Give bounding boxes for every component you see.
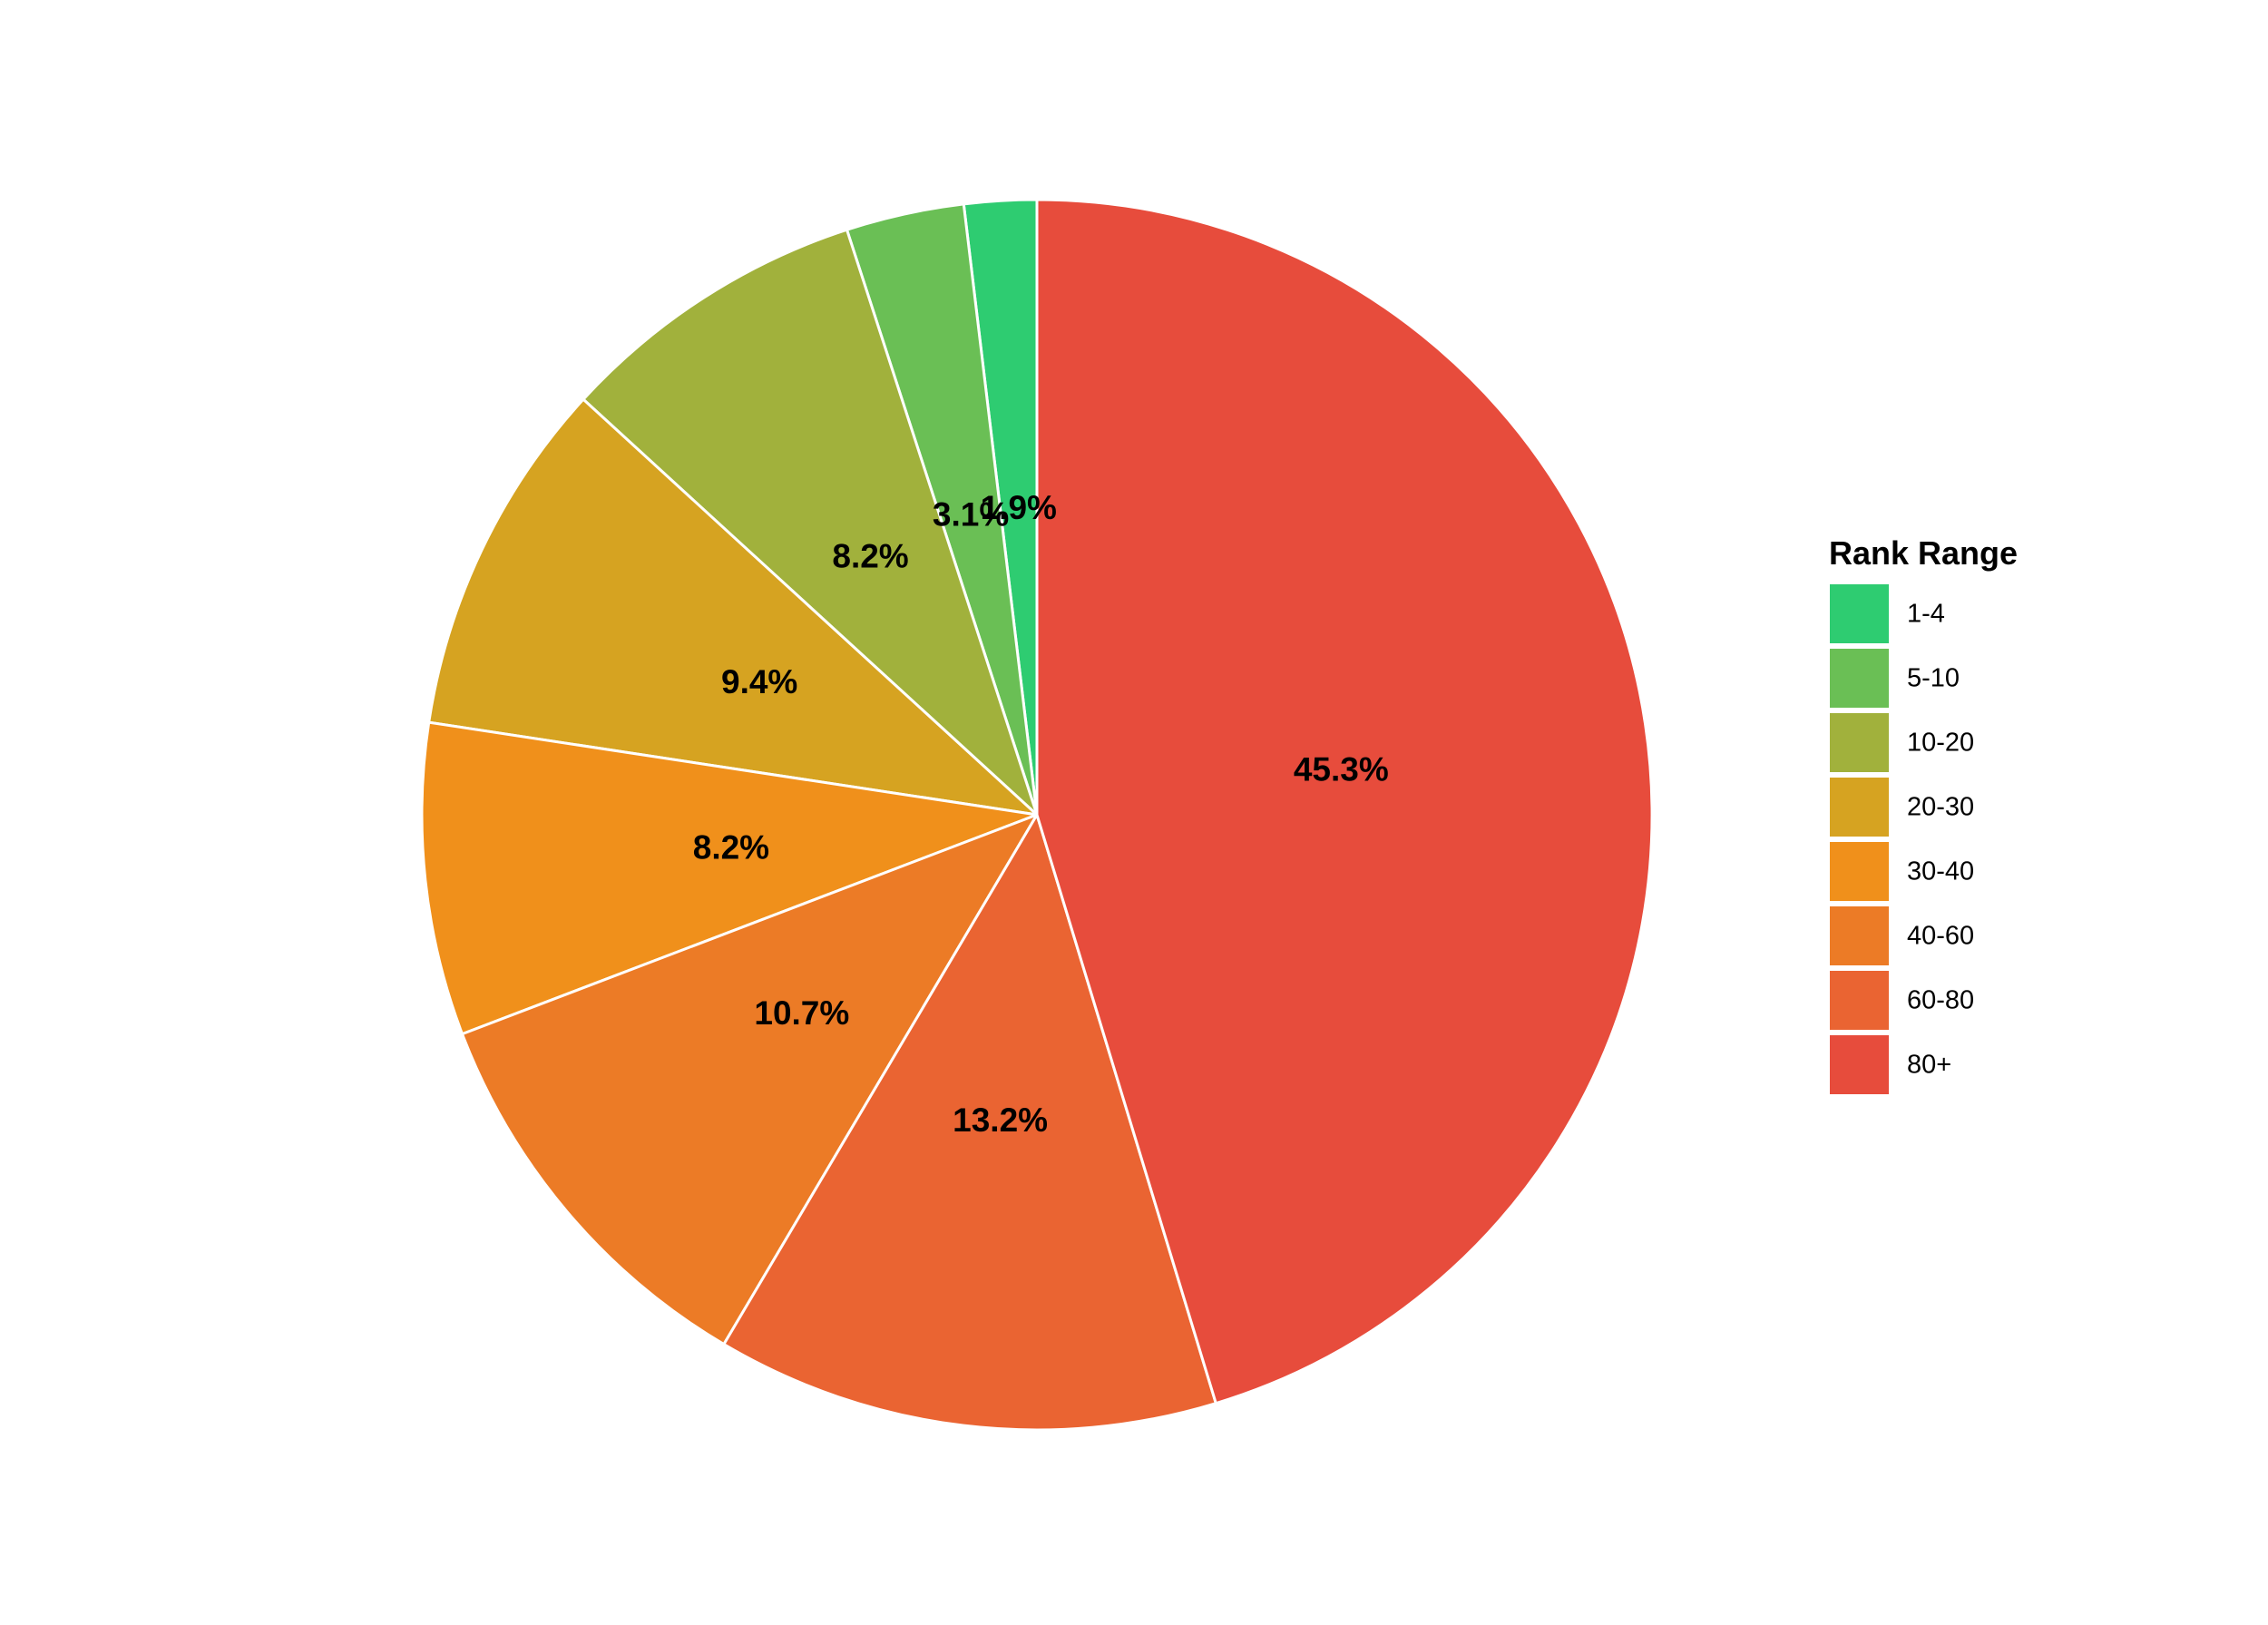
pie-slice-label-10-20: 8.2% bbox=[832, 537, 908, 574]
legend-swatch-80+ bbox=[1828, 1033, 1891, 1096]
legend-label-40-60: 40-60 bbox=[1907, 922, 1974, 951]
pie-slice-label-5-10: 3.1% bbox=[933, 495, 1009, 533]
pie-slice-label-20-30: 9.4% bbox=[721, 663, 797, 700]
legend-swatch-5-10 bbox=[1828, 647, 1891, 710]
legend-item-5-10: 5-10 bbox=[1828, 647, 1960, 710]
legend-item-80+: 80+ bbox=[1828, 1033, 1951, 1096]
legend-item-60-80: 60-80 bbox=[1828, 969, 1974, 1032]
pie-slice-label-60-80: 13.2% bbox=[953, 1101, 1048, 1139]
legend-label-20-30: 20-30 bbox=[1907, 793, 1974, 822]
legend-swatch-40-60 bbox=[1828, 905, 1891, 967]
legend-label-1-4: 1-4 bbox=[1907, 600, 1945, 629]
legend-item-30-40: 30-40 bbox=[1828, 840, 1974, 903]
legend-item-1-4: 1-4 bbox=[1828, 582, 1945, 645]
legend-swatch-60-80 bbox=[1828, 969, 1891, 1032]
legend-label-30-40: 30-40 bbox=[1907, 857, 1974, 886]
pie-slice-60-80 bbox=[721, 811, 1218, 1432]
legend-items: 1-4 5-10 10-20 20-30 30-40 40-60 60-80 80+ bbox=[1828, 582, 1974, 1096]
pie-slice-80+ bbox=[1035, 198, 1654, 1405]
pie-slice-labels: 1.9%3.1% 8.2% 9.4% 8.2% 10.7% 13.2% 45.3% bbox=[693, 489, 1389, 1139]
pie-slice-40-60 bbox=[460, 812, 1041, 1346]
pie-slice-30-40 bbox=[420, 720, 1042, 1036]
legend-item-10-20: 10-20 bbox=[1828, 711, 1974, 774]
legend-item-20-30: 20-30 bbox=[1828, 776, 1974, 838]
legend: Rank Range 1-4 5-10 10-20 20-30 30-40 40-60 60… bbox=[1828, 534, 2018, 1096]
legend-item-40-60: 40-60 bbox=[1828, 905, 1974, 967]
pie-slice-label-1-4: 1.9% bbox=[981, 489, 1057, 526]
legend-label-10-20: 10-20 bbox=[1907, 729, 1974, 758]
pie-slice-label-80+: 45.3% bbox=[1294, 751, 1389, 788]
legend-title: Rank Range bbox=[1829, 534, 2018, 572]
legend-label-60-80: 60-80 bbox=[1907, 986, 1974, 1015]
pie-slice-10-20 bbox=[581, 228, 1041, 819]
pie-slice-20-30 bbox=[426, 397, 1041, 817]
pie-slices bbox=[420, 198, 1654, 1432]
legend-swatch-1-4 bbox=[1828, 582, 1891, 645]
legend-swatch-20-30 bbox=[1828, 776, 1891, 838]
legend-label-80+: 80+ bbox=[1907, 1051, 1951, 1080]
pie-slice-label-30-40: 8.2% bbox=[693, 829, 769, 866]
legend-swatch-30-40 bbox=[1828, 840, 1891, 903]
legend-swatch-10-20 bbox=[1828, 711, 1891, 774]
legend-label-5-10: 5-10 bbox=[1907, 664, 1960, 693]
pie-slice-label-40-60: 10.7% bbox=[754, 994, 849, 1032]
